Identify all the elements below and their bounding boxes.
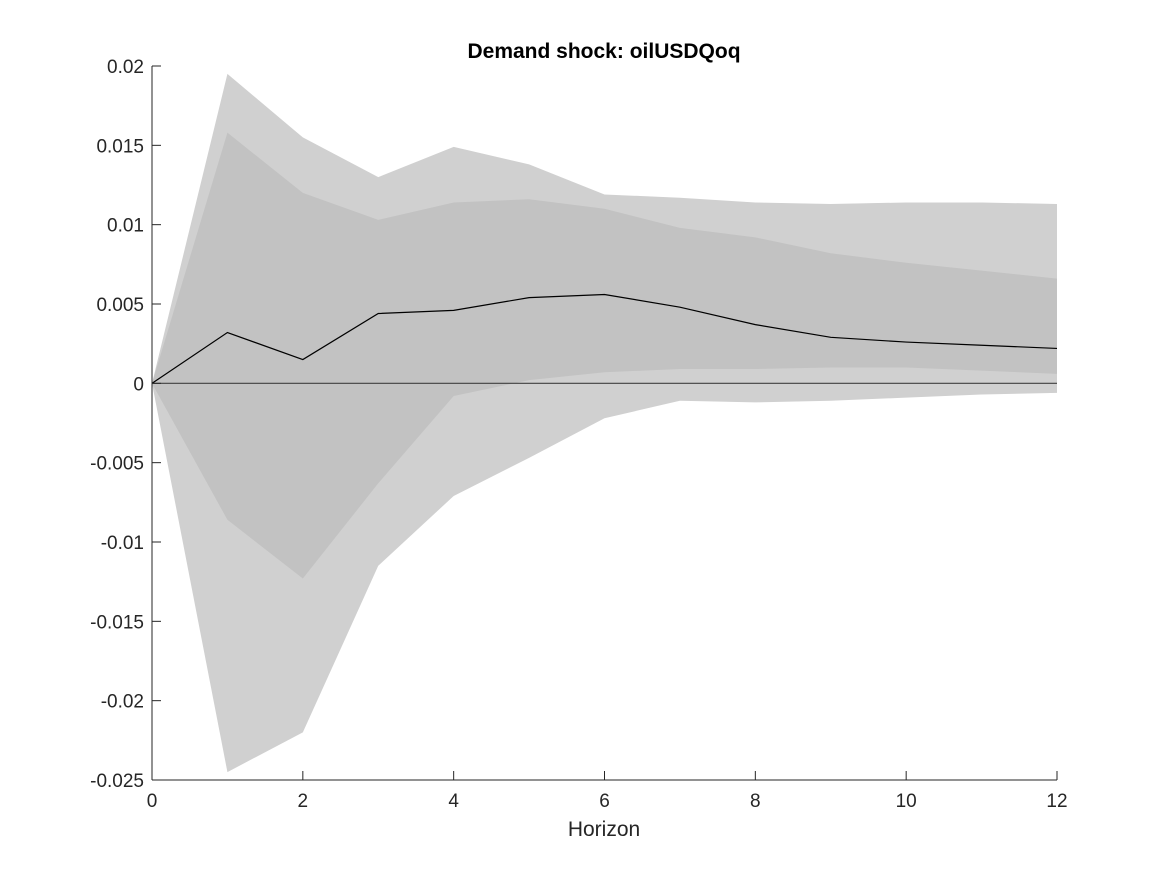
x-tick-label: 0 (147, 791, 158, 812)
x-tick-label: 12 (1046, 791, 1067, 812)
confidence-bands (152, 73, 1057, 773)
y-tick-label: -0.01 (101, 533, 144, 554)
x-tick-label: 2 (298, 791, 309, 812)
y-tick-label: 0 (133, 374, 144, 395)
y-axis-ticks: 0.02 0.015 0.01 0.005 0 -0.005 -0.01 -0.015 -0.0… (90, 57, 161, 792)
median-response-line (151, 293, 1058, 384)
series-group (151, 293, 1058, 384)
x-tick-label: 4 (448, 791, 459, 812)
x-tick-label: 10 (896, 791, 917, 812)
y-tick-label: 0.02 (107, 57, 144, 78)
y-tick-label: -0.015 (90, 612, 144, 633)
chart-title: Demand shock: oilUSDQoq (467, 40, 740, 63)
x-tick-label: 6 (599, 791, 610, 812)
y-tick-label: -0.02 (101, 692, 144, 713)
x-axis-label: Horizon (568, 818, 640, 841)
y-tick-label: 0.015 (96, 136, 144, 157)
y-tick-label: -0.025 (90, 771, 144, 792)
y-tick-label: -0.005 (90, 454, 144, 475)
x-axis-ticks: 0 2 4 6 8 10 12 (147, 771, 1068, 812)
y-tick-label: 0.01 (107, 216, 144, 237)
y-tick-label: 0.005 (96, 295, 144, 316)
confidence-band-2 (152, 132, 1057, 579)
x-tick-label: 8 (750, 791, 761, 812)
